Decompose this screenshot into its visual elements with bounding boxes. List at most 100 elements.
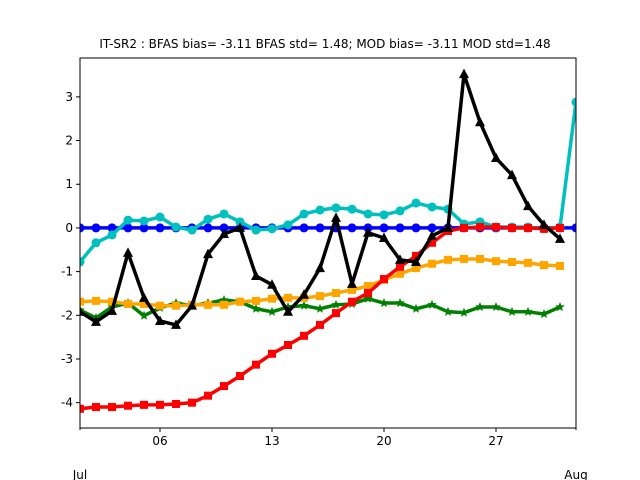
point <box>379 232 389 242</box>
point <box>427 202 437 212</box>
point <box>171 222 181 232</box>
point <box>171 319 181 329</box>
point <box>316 292 324 301</box>
point <box>396 269 404 278</box>
point <box>491 302 501 312</box>
point <box>364 289 372 298</box>
point <box>331 212 341 222</box>
point <box>123 223 133 233</box>
point <box>332 309 340 318</box>
point <box>219 209 229 219</box>
point <box>427 299 437 309</box>
point <box>395 206 405 216</box>
point <box>268 349 276 358</box>
x-month-label: Jul <box>72 468 87 480</box>
x-tick-label: 06 <box>152 434 167 448</box>
y-tick-label: -2 <box>61 308 73 322</box>
point <box>555 302 565 312</box>
point <box>172 399 180 408</box>
point <box>363 293 373 303</box>
point <box>411 256 421 267</box>
point <box>267 224 277 234</box>
point <box>251 270 261 280</box>
point <box>428 259 436 268</box>
series <box>80 254 564 310</box>
point <box>412 264 420 273</box>
point <box>523 306 533 316</box>
point <box>140 299 148 308</box>
point <box>379 223 389 233</box>
point <box>331 203 341 213</box>
point <box>251 303 261 313</box>
point <box>139 292 149 302</box>
point <box>299 289 309 299</box>
point <box>92 296 100 305</box>
x-tick-label: 20 <box>376 434 391 448</box>
point <box>236 297 244 306</box>
point <box>203 248 213 259</box>
axes-frame <box>79 57 577 429</box>
point <box>107 305 117 315</box>
point <box>475 302 485 312</box>
point <box>508 258 516 267</box>
point <box>267 279 277 289</box>
point <box>187 225 197 235</box>
y-tick-label: 2 <box>65 134 73 148</box>
point <box>140 400 148 409</box>
point <box>92 403 100 412</box>
point <box>91 238 101 248</box>
point <box>363 209 373 219</box>
point <box>443 222 453 232</box>
point <box>235 222 245 232</box>
y-tick-label: 3 <box>65 90 73 104</box>
point <box>459 307 469 317</box>
point <box>252 296 260 305</box>
point <box>284 341 292 350</box>
point <box>396 262 404 271</box>
point <box>300 331 308 340</box>
point <box>348 297 356 306</box>
y-tick-label: 1 <box>65 177 73 191</box>
point <box>315 205 325 215</box>
point <box>219 223 229 233</box>
point <box>80 297 84 306</box>
point <box>380 275 388 284</box>
point <box>91 223 101 233</box>
point <box>315 303 325 313</box>
point <box>539 219 549 229</box>
point <box>299 209 309 219</box>
point <box>155 212 165 222</box>
point <box>395 298 405 308</box>
series <box>80 223 564 413</box>
point <box>235 217 245 227</box>
line <box>80 72 562 327</box>
point <box>555 233 565 243</box>
point <box>556 261 564 270</box>
point <box>395 254 405 264</box>
point <box>412 251 420 260</box>
point <box>540 261 548 270</box>
point <box>80 404 84 413</box>
point <box>523 200 533 211</box>
point <box>80 306 85 316</box>
point <box>556 223 564 232</box>
point <box>524 223 532 232</box>
point <box>427 223 437 233</box>
series <box>80 68 565 329</box>
point <box>571 223 576 233</box>
point <box>108 297 116 306</box>
point <box>139 223 149 233</box>
point <box>283 306 293 316</box>
point <box>427 230 437 240</box>
point <box>524 258 532 267</box>
point <box>364 282 372 291</box>
point <box>219 295 229 305</box>
point <box>363 227 373 237</box>
point <box>476 223 484 232</box>
point <box>428 238 436 247</box>
point <box>507 169 517 180</box>
point <box>236 372 244 381</box>
point <box>443 306 453 316</box>
point <box>187 300 197 310</box>
